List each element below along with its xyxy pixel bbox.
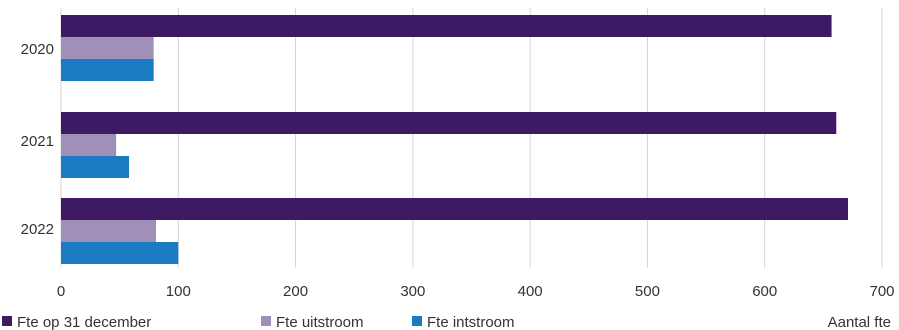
legend: Fte op 31 december Fte uitstroom Fte intst…: [2, 314, 515, 330]
x-tick-label-200: 200: [283, 283, 308, 300]
bar-2021-fte-op-31-december: [61, 112, 837, 134]
category-labels: 2020 2021 2022: [21, 41, 54, 238]
legend-label-fte-intstroom: Fte intstroom: [427, 314, 515, 330]
bars: [61, 15, 848, 264]
bar-2021-fte-intstroom: [61, 156, 130, 178]
x-axis-title: Aantal fte: [828, 314, 891, 330]
x-tick-label-400: 400: [518, 283, 543, 300]
x-tick-label-0: 0: [57, 283, 65, 300]
bar-2022-fte-intstroom: [61, 242, 179, 264]
bar-2020-fte-uitstroom: [61, 37, 154, 59]
legend-swatch-fte-intstroom: [412, 316, 422, 326]
category-label-2022: 2022: [21, 221, 54, 238]
x-tick-label-300: 300: [400, 283, 425, 300]
gridlines: [60, 8, 883, 268]
legend-label-fte-op-31-december: Fte op 31 december: [17, 314, 151, 330]
x-tick-label-500: 500: [635, 283, 660, 300]
legend-label-fte-uitstroom: Fte uitstroom: [276, 314, 364, 330]
bar-2020-fte-op-31-december: [61, 15, 832, 37]
category-label-2021: 2021: [21, 133, 54, 150]
legend-swatch-fte-op-31-december: [2, 316, 12, 326]
x-tick-label-100: 100: [166, 283, 191, 300]
legend-swatch-fte-uitstroom: [261, 316, 271, 326]
x-tick-label-700: 700: [869, 283, 894, 300]
x-tick-label-600: 600: [752, 283, 777, 300]
bar-2022-fte-uitstroom: [61, 220, 157, 242]
x-axis-tick-labels: 0 100 200 300 400 500 600 700: [57, 283, 895, 300]
bar-2021-fte-uitstroom: [61, 134, 117, 156]
category-label-2020: 2020: [21, 41, 54, 58]
bar-2022-fte-op-31-december: [61, 198, 848, 220]
bar-2020-fte-intstroom: [61, 59, 154, 81]
